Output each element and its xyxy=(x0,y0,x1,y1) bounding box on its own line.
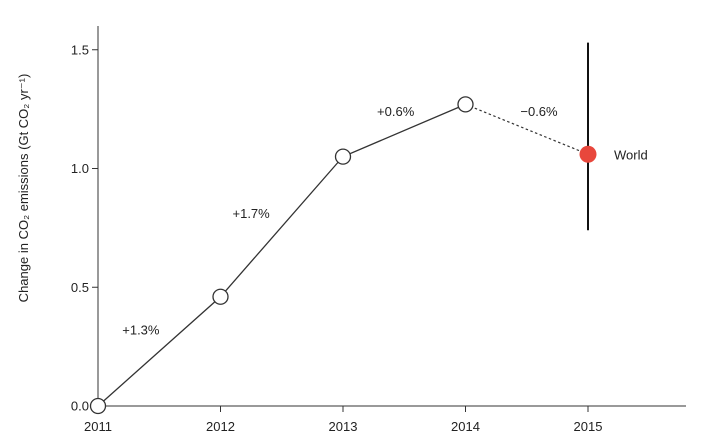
projection-point xyxy=(579,145,597,163)
x-tick-label: 2011 xyxy=(84,419,112,434)
projection-line xyxy=(465,103,589,155)
y-tick-label: 1.5 xyxy=(71,42,89,57)
annotations: World +1.3% +1.7% +0.6% −0.6% xyxy=(122,104,647,338)
growth-rate-label: −0.6% xyxy=(520,104,558,119)
growth-rate-label: +0.6% xyxy=(377,104,415,119)
data-marks xyxy=(89,42,597,415)
x-tick-label: 2012 xyxy=(206,419,235,434)
data-point xyxy=(457,96,474,113)
series-line xyxy=(97,103,466,407)
data-point xyxy=(212,288,229,305)
y-tick-label: 0.0 xyxy=(71,399,89,414)
y-tick-label: 1.0 xyxy=(71,161,89,176)
data-point xyxy=(334,148,352,165)
x-tick-label: 2015 xyxy=(574,419,603,434)
x-tick-label: 2013 xyxy=(329,419,358,434)
growth-rate-label: +1.7% xyxy=(233,206,271,221)
x-tick-label: 2014 xyxy=(451,419,480,434)
growth-rate-label: +1.3% xyxy=(122,323,160,338)
y-axis-label: Change in CO₂ emissions (Gt CO₂ yr⁻¹) xyxy=(16,74,31,303)
data-point xyxy=(89,397,107,415)
series-label-world: World xyxy=(614,147,648,162)
axes: 0.0 0.5 1.0 1.5 2011 2012 2013 2014 2015 xyxy=(71,26,686,434)
y-tick-label: 0.5 xyxy=(71,280,89,295)
